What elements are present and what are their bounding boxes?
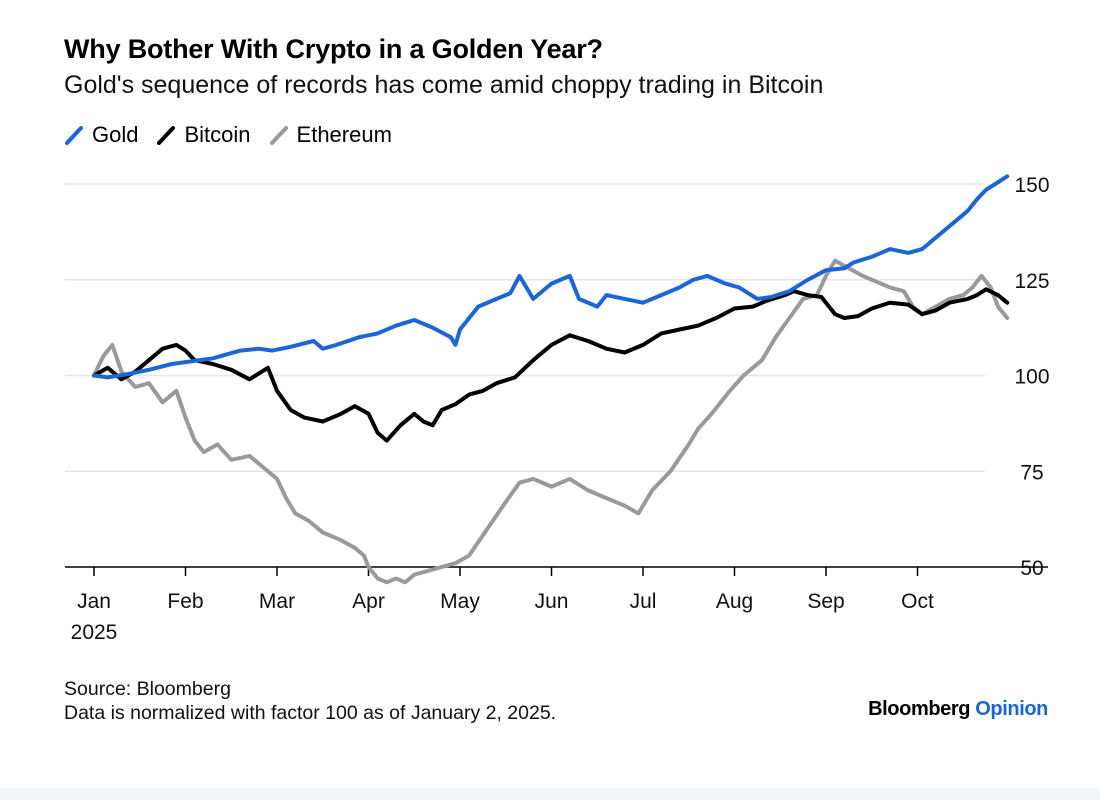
series-line-gold [92,174,1010,380]
x-tick-label-jan: Jan [77,590,111,613]
source-text: Source: Bloomberg [64,678,231,700]
chart-subtitle: Gold's sequence of records has come amid… [64,71,824,99]
x-tick-label-apr: Apr [352,590,385,613]
series-line-ethereum [92,258,1010,585]
brand-main: Bloomberg [868,698,971,720]
x-tick-label-aug: Aug [716,590,753,613]
legend-swatch-ethereum [269,126,288,145]
series-line-bitcoin [92,287,1010,443]
x-tick-label-sep: Sep [807,590,844,613]
x-tick-label-feb: Feb [167,590,203,613]
legend-label-ethereum: Ethereum [296,122,392,147]
legend-label-bitcoin: Bitcoin [184,122,251,147]
y-tick-label-100: 100 [1014,366,1049,389]
y-tick-label-50: 50 [1020,557,1043,580]
y-tick-label-75: 75 [1020,461,1043,484]
legend-item-bitcoin: Bitcoin [156,122,251,148]
legend-label-gold: Gold [92,122,139,147]
x-tick-label-may: May [440,590,480,613]
y-tick-label-150: 150 [1014,174,1049,197]
x-tick-label-mar: Mar [259,590,295,613]
x-tick-label-oct: Oct [901,590,934,613]
normalization-note: Data is normalized with factor 100 as of… [64,702,557,724]
chart-legend: Gold Bitcoin Ethereum [64,122,392,148]
y-tick-label-125: 125 [1014,270,1049,293]
x-tick-label-jun: Jun [535,590,569,613]
x-tick-label-jul: Jul [630,590,657,613]
legend-item-gold: Gold [64,122,138,148]
legend-swatch-bitcoin [157,126,176,145]
bottom-strip [0,788,1100,800]
brand-accent: Opinion [975,698,1048,720]
x-tick-sublabel-year: 2025 [71,621,118,644]
legend-swatch-gold [65,126,83,145]
chart-title: Why Bother With Crypto in a Golden Year? [64,34,603,64]
bloomberg-opinion-logo: Bloomberg Opinion [868,698,1048,721]
legend-item-ethereum: Ethereum [269,122,392,148]
line-chart: 50 75 100 125 150 Jan 2025 Feb Mar Apr May Jun Jul Au… [65,174,1050,644]
chart-footnote: Source: Bloomberg Data is normalized wit… [64,677,556,725]
